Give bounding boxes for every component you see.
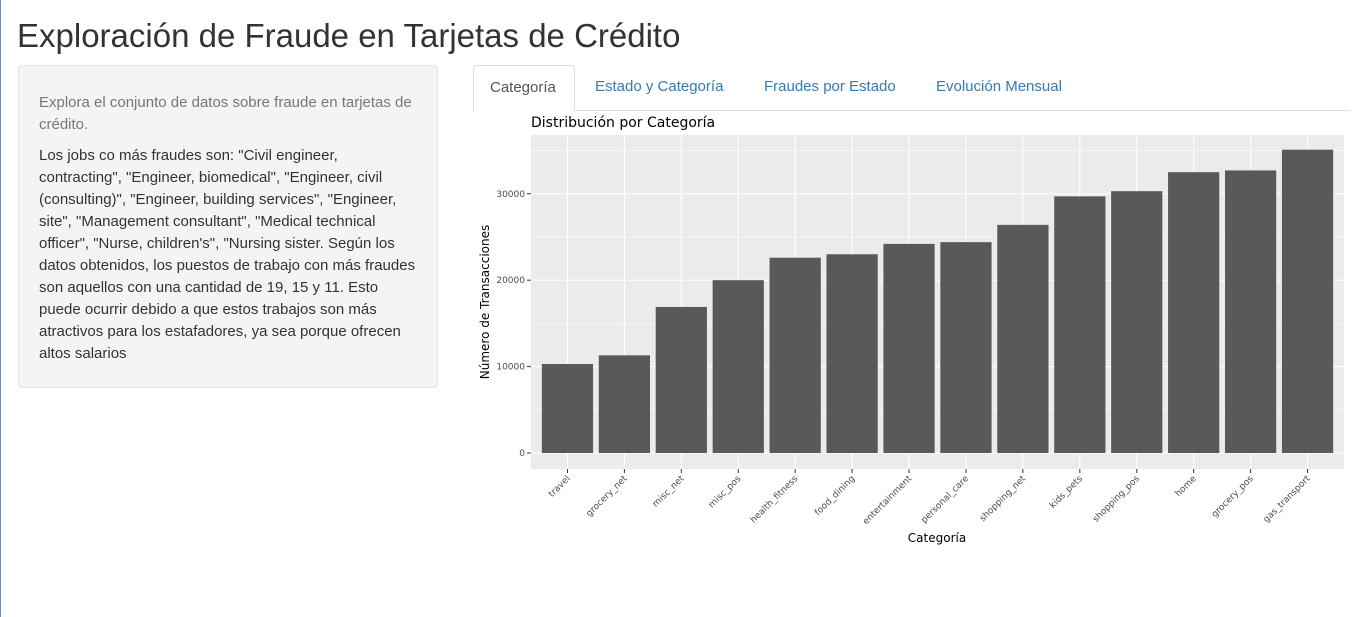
y-tick-label: 30000	[496, 190, 525, 200]
x-tick-label: shopping_pos	[1091, 474, 1142, 525]
x-tick-label: gas_transport	[1262, 474, 1313, 525]
bar-food_dining	[826, 254, 878, 453]
bar-travel	[541, 363, 594, 453]
bar-entertainment	[883, 243, 935, 453]
x-tick-label: entertainment	[861, 474, 914, 527]
sidebar-description-text: Los jobs co más fraudes son: "Civil engi…	[39, 147, 416, 362]
y-axis: 0 10000 20000 30000	[496, 190, 531, 459]
bar-health_fitness	[769, 257, 821, 453]
bar-grocery_net	[598, 355, 651, 453]
tab-estado-y-categoria[interactable]: Estado y Categoría	[595, 78, 724, 95]
x-tick-label: home	[1174, 474, 1199, 499]
bar-home	[1168, 172, 1220, 454]
x-axis: travel grocery_net misc_net misc_pos health_…	[547, 469, 1313, 527]
x-tick-label: shopping_net	[978, 474, 1028, 524]
bars	[541, 149, 1334, 454]
bar-gas_transport	[1281, 149, 1334, 453]
chart-title: Distribución por Categoría	[531, 115, 715, 131]
y-tick-label: 20000	[496, 276, 525, 286]
x-tick-label: grocery_pos	[1210, 474, 1256, 520]
bar-shopping_net	[997, 224, 1049, 453]
x-tick-label: grocery_net	[585, 474, 630, 519]
sidebar-panel: Explora el conjunto de datos sobre fraud…	[18, 65, 438, 388]
bar-chart: Distribución por Categoría 0 10000 20000 30…	[478, 115, 1344, 545]
tab-fraudes-por-estado[interactable]: Fraudes por Estado	[764, 78, 896, 95]
y-axis-title: Número de Transacciones	[478, 225, 492, 379]
page-title: Exploración de Fraude en Tarjetas de Cré…	[17, 17, 681, 54]
bar-grocery_pos	[1224, 170, 1277, 453]
sidebar-intro-text: Explora el conjunto de datos sobre fraud…	[39, 94, 412, 133]
x-axis-title: Categoría	[908, 531, 966, 545]
x-tick-label: kids_pets	[1048, 474, 1085, 511]
bar-misc_pos	[712, 280, 764, 453]
bar-kids_pets	[1054, 196, 1106, 453]
x-tick-label: health_fitness	[749, 474, 801, 526]
tab-bar: Categoría Estado y Categoría Fraudes por…	[473, 65, 1350, 111]
bar-misc_net	[655, 306, 707, 453]
bar-shopping_pos	[1111, 191, 1163, 453]
y-tick-label: 0	[519, 449, 525, 459]
x-tick-label: personal_care	[920, 474, 972, 526]
tab-categoria[interactable]: Categoría	[473, 65, 575, 111]
x-tick-label: misc_net	[651, 474, 687, 510]
bar-personal_care	[940, 242, 992, 453]
y-tick-label: 10000	[496, 363, 525, 373]
x-tick-label: food_dining	[813, 474, 857, 518]
x-tick-label: misc_pos	[707, 474, 744, 511]
x-tick-label: travel	[547, 474, 573, 500]
plot-panel	[531, 135, 1344, 469]
tab-evolucion-mensual[interactable]: Evolución Mensual	[936, 78, 1062, 95]
